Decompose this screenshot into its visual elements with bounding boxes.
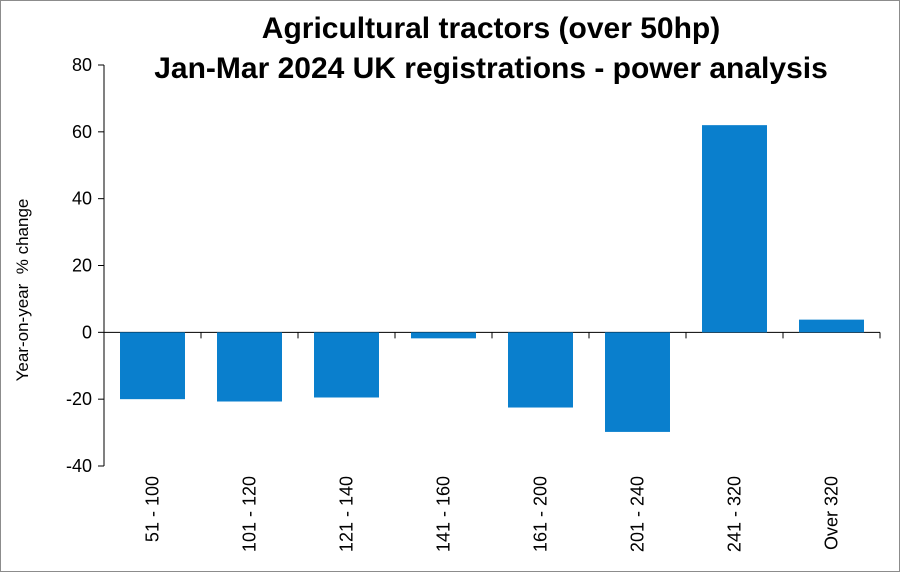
chart-title-line-2: Jan-Mar 2024 UK registrations - power an… — [154, 52, 828, 85]
bar — [314, 332, 379, 398]
bar — [120, 332, 185, 400]
y-tick-label: -20 — [66, 389, 92, 409]
bar — [217, 332, 282, 402]
x-tick-label: 121 - 140 — [337, 476, 357, 552]
x-tick-label: 201 - 240 — [628, 476, 648, 552]
y-axis: -40 -20 0 20 40 60 80 — [66, 55, 105, 476]
x-tick-label: 51 - 100 — [143, 476, 163, 542]
x-tick-label: 241 - 320 — [725, 476, 745, 552]
chart-title-line-1: Agricultural tractors (over 50hp) — [261, 12, 721, 45]
x-tick-label: 161 - 200 — [531, 476, 551, 552]
y-tick-label: -40 — [66, 456, 92, 476]
x-tick-label: 101 - 120 — [240, 476, 260, 552]
y-tick-label: 20 — [72, 256, 92, 276]
bar — [605, 332, 670, 432]
x-tick-label: 141 - 160 — [434, 476, 454, 552]
x-axis: 51 - 100 101 - 120 121 - 140 141 - 160 161 -… — [103, 331, 881, 552]
bar — [411, 332, 476, 339]
bars — [120, 125, 864, 432]
y-tick-label: 80 — [72, 55, 92, 75]
y-tick-label: 40 — [72, 189, 92, 209]
bar — [702, 125, 767, 333]
y-tick-label: 0 — [82, 322, 92, 342]
y-axis-title: Year-on-year % change — [13, 199, 32, 382]
bar — [799, 319, 864, 333]
y-tick-label: 60 — [72, 122, 92, 142]
chart-title: Agricultural tractors (over 50hp) Jan-Ma… — [101, 9, 881, 89]
bar — [508, 332, 573, 408]
x-tick-label: Over 320 — [822, 476, 842, 550]
